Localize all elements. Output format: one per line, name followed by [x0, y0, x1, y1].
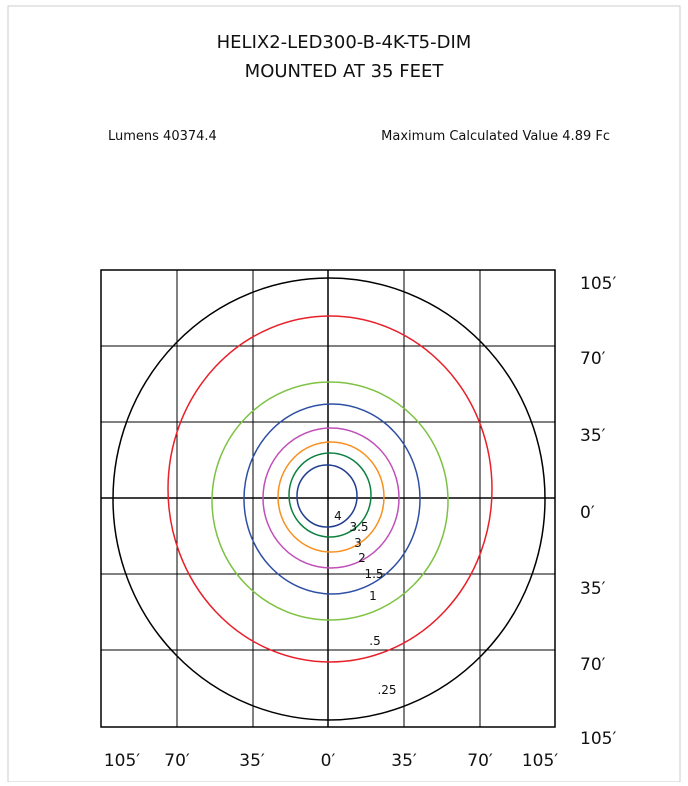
right-axis-label: 35′ [580, 426, 606, 446]
title: HELIX2-LED300-B-4K-T5-DIM [217, 32, 472, 53]
right-axis-label: 105′ [580, 729, 616, 749]
contour-label: 1 [369, 589, 377, 603]
bottom-axis-label: 70′ [467, 751, 493, 771]
bottom-axis-label: 105′ [104, 751, 140, 771]
contour-label: 3.5 [349, 520, 368, 534]
contour-label: .25 [377, 683, 396, 697]
bottom-axis-label: 70′ [164, 751, 190, 771]
contour-label: 4 [334, 509, 342, 523]
bottom-axis-label: 0′ [321, 751, 336, 771]
contour-label: 3 [354, 536, 362, 550]
contour-label: 1.5 [364, 567, 383, 581]
contour-label: .5 [369, 634, 380, 648]
lumens: Lumens 40374.4 [108, 129, 217, 144]
contour-label: 2 [358, 551, 366, 565]
bottom-axis-label: 35′ [391, 751, 417, 771]
right-axis-label: 35′ [580, 579, 606, 599]
bottom-axis-label: 105′ [522, 751, 558, 771]
max-value: Maximum Calculated Value 4.89 Fc [381, 129, 610, 144]
grid [100, 269, 556, 728]
right-axis-label: 0′ [580, 503, 595, 523]
subtitle: MOUNTED AT 35 FEET [245, 61, 445, 82]
bottom-axis-label: 35′ [239, 751, 265, 771]
right-axis-label: 70′ [580, 349, 606, 369]
right-axis-label: 105′ [580, 274, 616, 294]
right-axis-label: 70′ [580, 655, 606, 675]
contours [112, 277, 546, 721]
